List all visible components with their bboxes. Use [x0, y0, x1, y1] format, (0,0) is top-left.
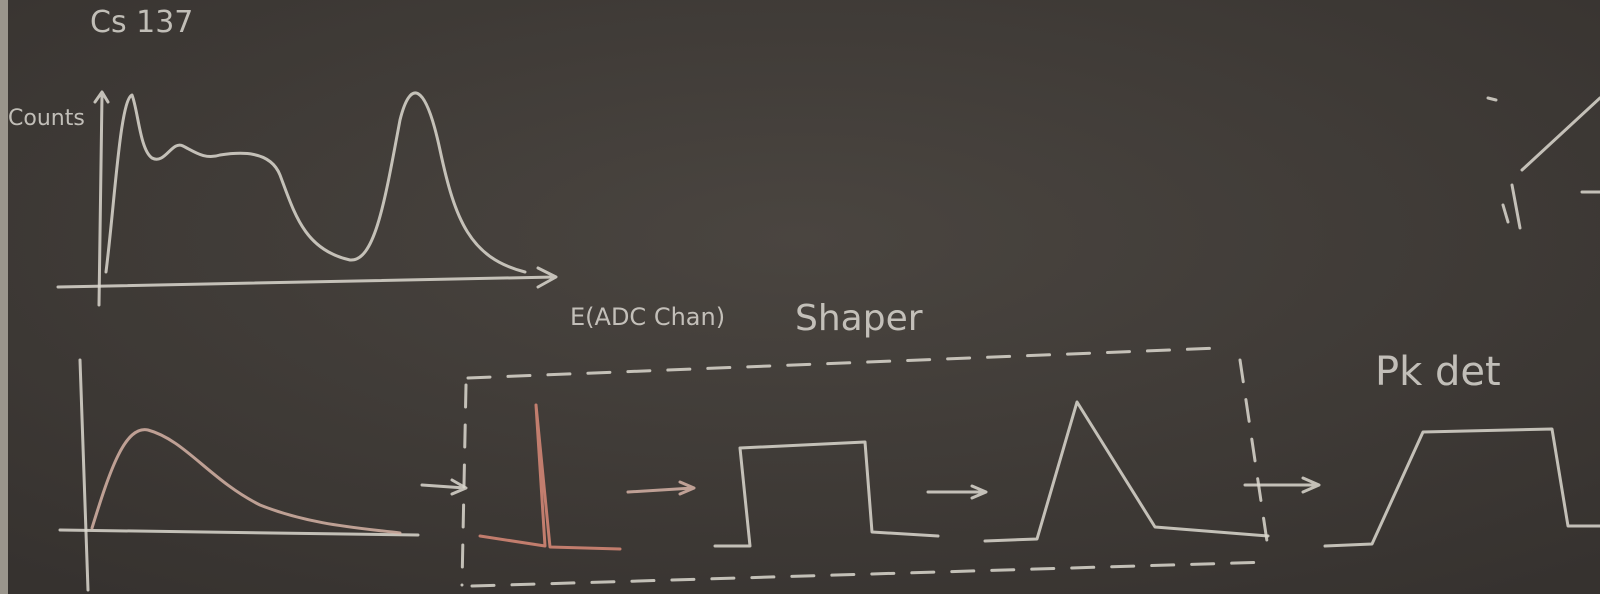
- source-label: Cs 137: [90, 5, 193, 40]
- partial-sketch: [1486, 96, 1600, 230]
- impulse-signal: [478, 403, 622, 551]
- shaper-label: Shaper: [795, 298, 923, 339]
- peak-detector-label: Pk det: [1375, 349, 1501, 395]
- x-axis: [56, 266, 558, 289]
- pulse-x-axis: [58, 528, 420, 537]
- box-bottom: [470, 560, 1272, 588]
- arrow: [626, 480, 696, 496]
- pulse-curve: [90, 428, 402, 535]
- y-axis: [93, 90, 110, 307]
- spectrum-curve: [104, 91, 527, 274]
- box-top: [466, 346, 1222, 380]
- x-axis-label: E(ADC Chan): [570, 303, 725, 331]
- square-signal: [713, 440, 940, 548]
- y-axis-label: Counts: [8, 106, 85, 131]
- arrow: [926, 484, 988, 500]
- arrows: [420, 476, 1321, 500]
- box-left: [460, 383, 468, 587]
- shaper-box: [460, 346, 1272, 588]
- spectrum-sketch: [56, 90, 558, 307]
- triangle-signal: [983, 400, 1270, 543]
- box-right: [1238, 358, 1270, 550]
- arrow: [420, 478, 468, 496]
- arrow: [1243, 476, 1321, 494]
- board-edge: [0, 0, 8, 594]
- pulse-y-axis: [78, 358, 90, 592]
- pulse-sketch: [58, 358, 420, 592]
- peak-hold-signal: [1323, 427, 1600, 548]
